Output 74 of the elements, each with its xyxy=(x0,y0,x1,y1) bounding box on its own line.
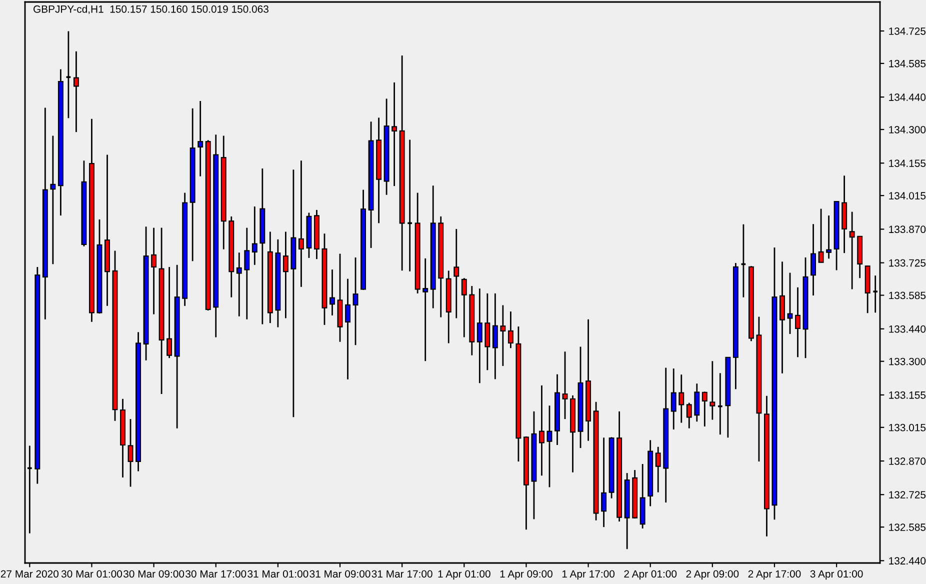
candlestick xyxy=(670,368,676,430)
y-tick-label: 133.440 xyxy=(889,325,926,333)
x-tick-label: 31 Mar 01:00 xyxy=(248,570,308,578)
y-tick-label: 133.155 xyxy=(889,391,926,399)
candlestick xyxy=(282,231,288,319)
x-tick-label: 2 Apr 09:00 xyxy=(686,570,739,580)
y-tick-label: 134.015 xyxy=(889,192,926,200)
candlestick xyxy=(492,292,498,380)
x-tick-label: 2 Apr 01:00 xyxy=(624,570,677,580)
candlestick xyxy=(352,256,358,346)
candlestick xyxy=(454,228,460,319)
y-tick-label: 133.585 xyxy=(889,292,926,300)
candlestick xyxy=(484,292,490,371)
candlestick xyxy=(546,404,552,488)
candlestick xyxy=(50,135,56,265)
y-tick-label: 132.725 xyxy=(889,491,926,498)
candlestick xyxy=(849,211,855,290)
y-tick-label: 133.725 xyxy=(889,259,926,267)
y-tick-label: 133.870 xyxy=(889,226,926,234)
candlestick xyxy=(476,288,482,384)
candlestick xyxy=(601,436,607,528)
candlestick xyxy=(73,50,79,133)
candlestick xyxy=(694,382,700,422)
candlestick xyxy=(151,227,157,315)
candlestick xyxy=(795,286,800,358)
y-tick-label: 133.300 xyxy=(889,358,926,366)
candlestick xyxy=(710,360,716,420)
candlestick xyxy=(422,258,428,362)
candlestick xyxy=(252,206,258,266)
y-tick-label: 134.440 xyxy=(889,94,926,101)
y-tick-label: 134.725 xyxy=(889,27,926,35)
candlestick xyxy=(461,277,467,338)
candlestick xyxy=(810,223,816,296)
y-tick-label: 132.870 xyxy=(889,458,926,465)
candlestick xyxy=(787,272,793,335)
x-tick-label: 30 Mar 01:00 xyxy=(61,570,122,578)
y-tick-label: 134.300 xyxy=(889,126,926,134)
candlestick xyxy=(330,268,335,316)
candlestick xyxy=(655,446,661,493)
candlestick xyxy=(500,304,506,367)
chart-title: GBPJPY-cd,H1 150.157 150.160 150.019 150.063 xyxy=(34,5,268,14)
x-tick-label: 3 Apr 01:00 xyxy=(810,570,863,580)
y-tick-label: 134.155 xyxy=(889,160,926,167)
x-tick-label: 27 Mar 2020 xyxy=(0,570,58,578)
x-tick-label: 1 Apr 17:00 xyxy=(562,570,615,580)
y-tick-label: 133.015 xyxy=(889,424,926,432)
candlestick xyxy=(508,310,514,349)
candlestick xyxy=(345,278,350,380)
candlestick xyxy=(166,266,172,359)
candlestick xyxy=(198,100,204,178)
candlestick xyxy=(780,260,785,374)
y-tick-label: 134.585 xyxy=(889,60,926,68)
y-tick-label: 132.440 xyxy=(889,557,926,565)
candlestick xyxy=(236,252,242,318)
candlestick xyxy=(128,418,134,488)
candlestick xyxy=(702,390,708,428)
candlestick xyxy=(392,82,398,187)
x-tick-label: 30 Mar 17:00 xyxy=(186,570,246,578)
candlestick xyxy=(872,274,878,314)
candlestick xyxy=(678,374,684,424)
x-tick-label: 2 Apr 17:00 xyxy=(748,570,801,580)
candlestick xyxy=(298,160,304,288)
x-tick-label: 30 Mar 09:00 xyxy=(124,570,184,578)
y-tick-label: 132.585 xyxy=(889,524,926,531)
candlestick xyxy=(538,384,544,476)
candlestick xyxy=(686,402,692,430)
candlestick xyxy=(244,227,250,320)
x-tick-label: 1 Apr 01:00 xyxy=(438,570,490,580)
candlestick xyxy=(818,208,824,264)
candlestick xyxy=(826,214,832,260)
x-tick-label: 31 Mar 09:00 xyxy=(310,570,370,578)
x-tick-label: 1 Apr 09:00 xyxy=(500,570,552,580)
x-tick-label: 31 Mar 17:00 xyxy=(372,570,432,578)
candlestick xyxy=(562,350,568,420)
